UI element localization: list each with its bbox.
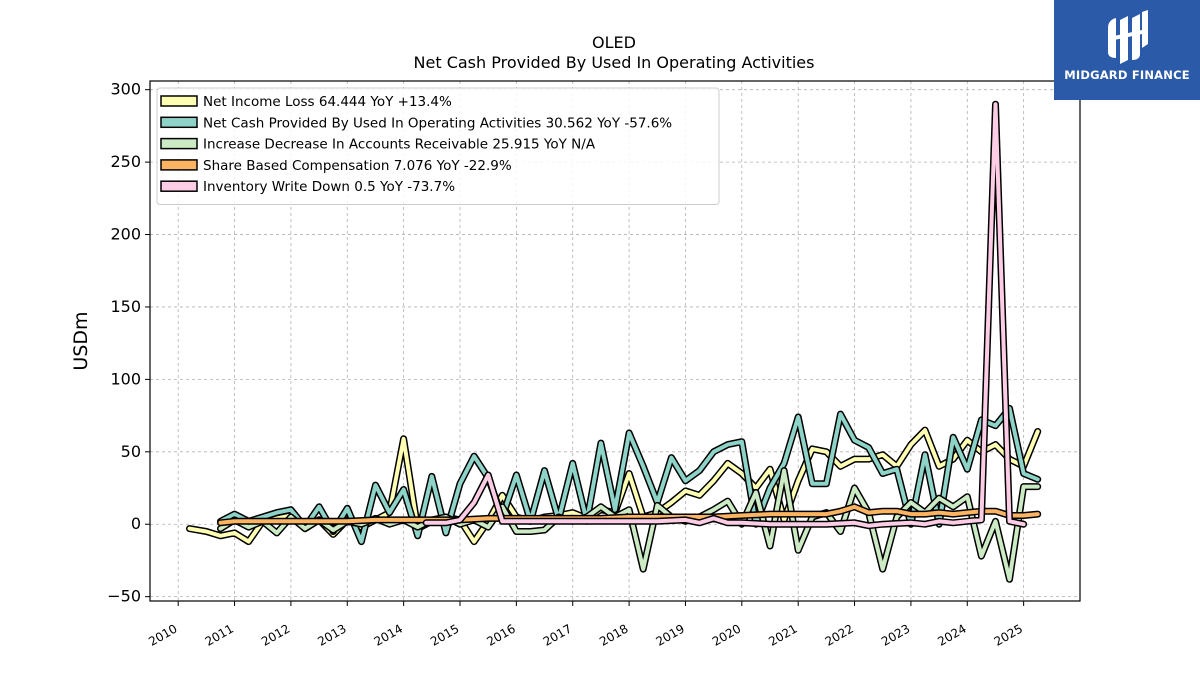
x-tick-label: 2017 — [541, 621, 574, 648]
legend-item: Inventory Write Down 0.5 YoY -73.7% — [160, 179, 455, 195]
legend-label: Net Income Loss 64.444 YoY +13.4% — [203, 94, 452, 110]
series-4 — [422, 100, 1028, 530]
chart-title: OLED — [592, 33, 636, 52]
y-tick-label: 300 — [110, 80, 141, 99]
legend-box — [156, 87, 720, 205]
x-tick-label: 2022 — [823, 621, 856, 648]
legend-label: Share Based Compensation 7.076 YoY -22.9… — [203, 158, 512, 174]
x-tick-label: 2015 — [428, 621, 461, 648]
y-tick-label: 200 — [110, 225, 141, 244]
series-line — [218, 406, 1040, 544]
series-1 — [217, 404, 1042, 546]
legend-item: Net Income Loss 64.444 YoY +13.4% — [160, 94, 452, 110]
y-tick-label: −50 — [107, 587, 141, 606]
series-lines — [186, 100, 1042, 583]
y-axis-label: USDm — [70, 311, 92, 370]
x-tick-label: 2021 — [766, 621, 799, 648]
y-tick-label: 0 — [131, 514, 141, 533]
x-tick-label: 2016 — [484, 621, 517, 648]
x-tick-label: 2013 — [315, 621, 348, 648]
x-tick-label: 2023 — [879, 621, 912, 648]
legend-item: Net Cash Provided By Used In Operating A… — [160, 115, 672, 131]
legend-label: Inventory Write Down 0.5 YoY -73.7% — [203, 179, 455, 195]
legend-item: Increase Decrease In Accounts Receivable… — [160, 137, 596, 153]
y-tick-label: 100 — [110, 369, 141, 388]
legend-label: Net Cash Provided By Used In Operating A… — [203, 115, 672, 131]
y-tick-label: 250 — [110, 152, 141, 171]
x-tick-label: 2014 — [372, 621, 405, 648]
x-tick-label: 2012 — [259, 621, 292, 648]
series-line — [424, 102, 1026, 528]
legend-swatch — [160, 95, 198, 107]
legend: Net Income Loss 64.444 YoY +13.4% Net Cas… — [156, 87, 720, 205]
legend-swatch — [160, 159, 198, 171]
legend-swatch — [160, 116, 198, 129]
series-3 — [217, 503, 1042, 527]
midgard-logo-icon — [1108, 10, 1148, 64]
x-tick-label: 2020 — [710, 621, 743, 648]
x-tick-label: 2010 — [146, 621, 179, 648]
legend-item: Share Based Compensation 7.076 YoY -22.9… — [160, 158, 512, 174]
brand-logo: MIDGARD FINANCE — [1054, 0, 1200, 100]
x-tick-label: 2019 — [654, 621, 687, 648]
series-line — [218, 504, 1040, 525]
plot-area-frame — [149, 80, 1081, 602]
y-tick-label: 150 — [110, 297, 141, 316]
legend-label: Increase Decrease In Accounts Receivable… — [203, 137, 596, 153]
legend-swatch — [160, 137, 198, 150]
x-tick-label: 2025 — [992, 621, 1025, 648]
x-tick-label: 2018 — [597, 621, 630, 648]
logo-text: MIDGARD FINANCE — [1064, 68, 1190, 82]
x-tick-label: 2011 — [203, 621, 236, 648]
y-tick-label: 50 — [121, 442, 141, 461]
chart-subtitle: Net Cash Provided By Used In Operating A… — [414, 53, 815, 72]
x-tick-label: 2024 — [935, 621, 968, 648]
legend-swatch — [160, 180, 198, 192]
